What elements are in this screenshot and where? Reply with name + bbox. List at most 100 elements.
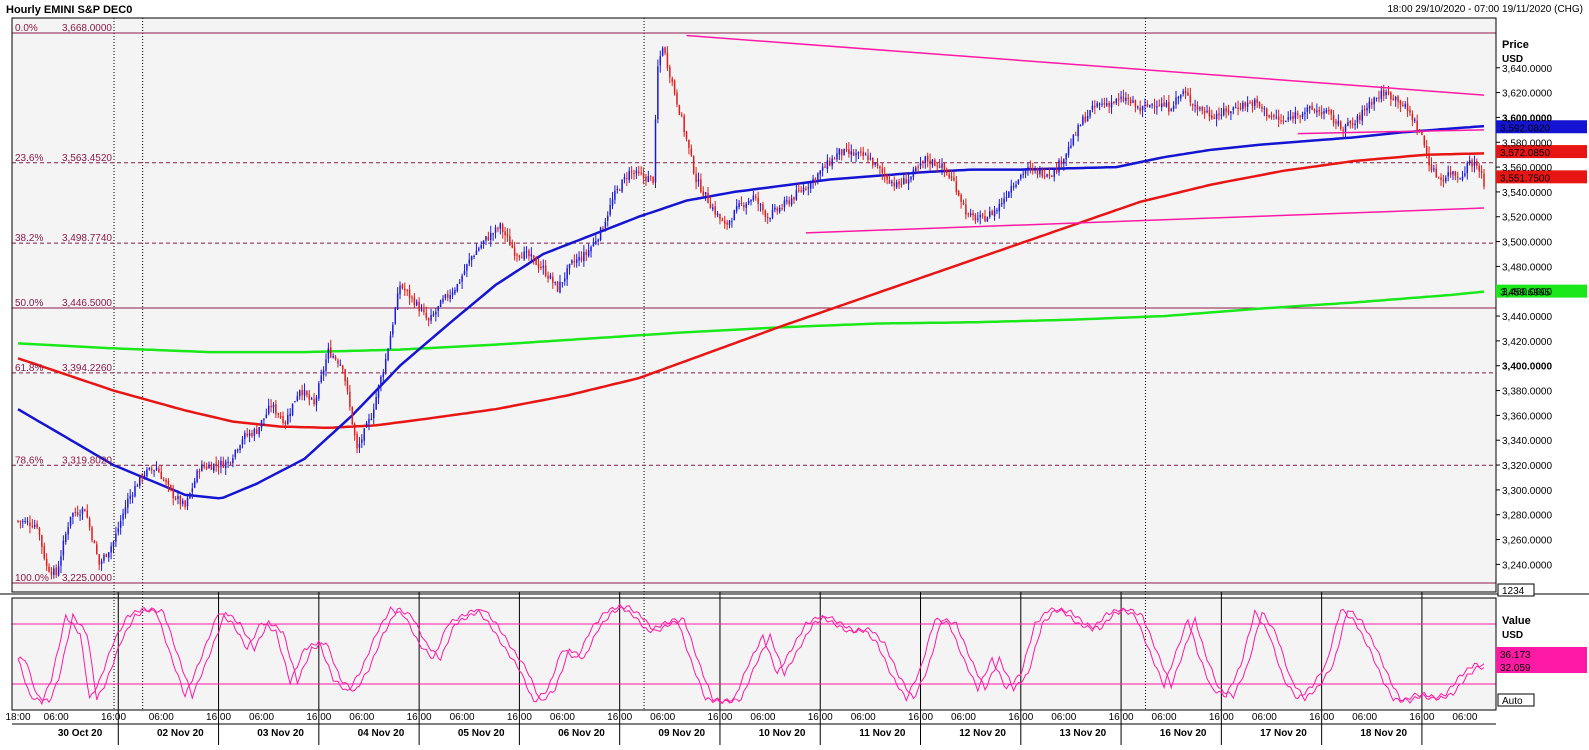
candle-body [1089, 110, 1091, 117]
candle-body [1411, 113, 1414, 121]
candle-body [48, 566, 50, 572]
candle-body [1459, 178, 1461, 180]
candle-body [1239, 108, 1242, 110]
grid-layer [113, 18, 1423, 745]
candle-body [1074, 134, 1077, 136]
candle-body [755, 196, 757, 198]
candle-body [100, 561, 103, 564]
candle-body [1254, 99, 1256, 106]
candle-body [1268, 115, 1270, 118]
candle-body [1287, 117, 1289, 120]
candle-body [1456, 176, 1459, 178]
time-label: 16:00 [507, 712, 532, 723]
oscillator-plot-area[interactable] [12, 598, 1496, 710]
time-label: 16:00 [407, 712, 432, 723]
date-label: 16 Nov 20 [1160, 728, 1207, 739]
candle-body [256, 429, 258, 434]
candle-body [29, 522, 31, 527]
candle-body [580, 257, 583, 261]
candle-body [1008, 191, 1010, 198]
date-label: 09 Nov 20 [658, 728, 705, 739]
candle-body [105, 554, 108, 557]
candle-body [1144, 104, 1146, 106]
candle-body [449, 295, 451, 299]
price-plot-area[interactable] [12, 18, 1496, 592]
candle-body [666, 52, 669, 68]
candle-body [22, 521, 24, 523]
date-range: 18:00 29/10/2020 - 07:00 19/11/2020 (CHG… [1387, 4, 1583, 15]
candle-body [1392, 98, 1395, 101]
candle-body [585, 252, 588, 255]
candle-body [903, 178, 905, 185]
candle-body [213, 464, 215, 471]
candle-body [1201, 106, 1204, 111]
candle-body [852, 152, 855, 156]
candle-body [1110, 102, 1113, 108]
candle-body [778, 207, 781, 212]
candle-body [447, 294, 449, 298]
candle-body [630, 171, 633, 173]
date-label: 05 Nov 20 [458, 728, 505, 739]
candle-body [752, 195, 755, 200]
candle-body [463, 270, 466, 275]
candle-body [437, 306, 439, 311]
candle-body [475, 250, 478, 255]
candle-body [716, 213, 719, 215]
fib-level-label: 61.8% [15, 363, 43, 374]
candle-body [396, 293, 399, 310]
date-label: 12 Nov 20 [959, 728, 1006, 739]
time-label: 16:00 [707, 712, 732, 723]
time-label: 16:00 [1008, 712, 1033, 723]
y-tick-label: 3,620.0000 [1502, 89, 1552, 100]
candle-body [1082, 116, 1084, 125]
candle-body [1168, 101, 1170, 112]
candle-body [461, 275, 463, 282]
candle-body [919, 162, 922, 166]
candle-body [432, 314, 435, 316]
candle-body [1354, 123, 1356, 126]
y-tick-label: 3,320.0000 [1502, 461, 1552, 472]
candle-body [43, 546, 46, 559]
y-tick-label: 3,340.0000 [1502, 436, 1552, 447]
candle-body [122, 513, 124, 520]
axes-layer [0, 17, 1589, 725]
candle-body [1015, 184, 1017, 187]
candle-body [1390, 92, 1392, 100]
candle-body [241, 439, 244, 445]
candle-body [540, 266, 542, 269]
candle-body [974, 214, 977, 221]
y-axis-unit: USD [1502, 54, 1523, 65]
candle-body [1435, 168, 1437, 177]
y-tick-label: 3,460.0000 [1502, 287, 1552, 298]
candle-body [1440, 177, 1442, 181]
date-label: 10 Nov 20 [759, 728, 806, 739]
candle-body [914, 167, 917, 171]
candle-body [776, 208, 779, 211]
candle-body [986, 217, 989, 222]
candle-body [112, 541, 115, 547]
candle-body [910, 176, 912, 180]
candle-body [184, 500, 186, 507]
candle-body [833, 158, 836, 160]
candle-body [224, 461, 227, 468]
time-label: 16:00 [1409, 712, 1434, 723]
candle-body [1359, 115, 1361, 120]
candle-body [1122, 96, 1125, 101]
candle-body [1172, 105, 1175, 110]
candle-body [516, 254, 518, 256]
candle-body [843, 148, 845, 156]
candle-body [759, 204, 762, 206]
candle-body [60, 556, 62, 566]
candle-body [1094, 106, 1096, 108]
candle-body [373, 409, 375, 419]
fib-level-price: 3,225.0000 [62, 573, 112, 584]
candle-body [1132, 100, 1134, 103]
ma-long-line [17, 290, 1485, 354]
candle-body [1230, 111, 1232, 114]
candle-body [1106, 103, 1108, 106]
candle-body [683, 115, 685, 133]
candle-body [119, 520, 122, 528]
candle-body [855, 153, 857, 156]
candle-body [1454, 171, 1457, 176]
